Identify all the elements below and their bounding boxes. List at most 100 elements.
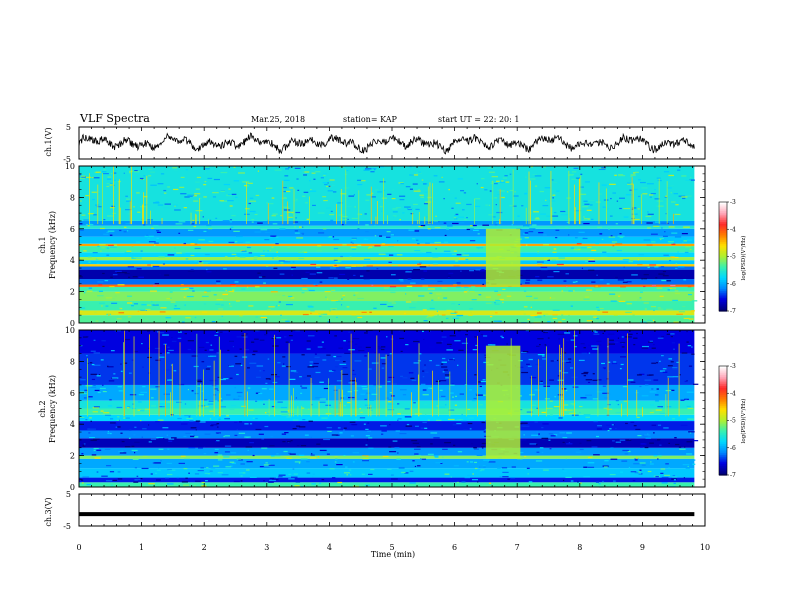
spectrogram-cell [588,199,595,202]
spectrogram-cell [414,249,421,252]
spectrogram-cell [348,469,352,471]
spectrogram-cell [264,425,269,428]
spectrogram-cell [570,367,574,369]
spectrogram-cell [472,224,477,227]
spectrogram-cell [289,453,296,455]
spectrogram-cell [544,331,549,333]
spectrogram-cell [150,405,157,407]
spectrogram-cell [117,471,121,473]
spectrogram-cell [429,307,435,310]
spectrogram-cell [293,200,298,202]
spectrogram-cell [400,350,403,352]
spectrogram-cell [526,363,530,365]
spectrogram-cell [402,394,407,396]
spectrogram-cell [111,302,118,304]
spectrogram-cell [438,398,446,400]
spectrogram-cell [180,193,187,195]
spectrogram-cell [461,209,465,211]
spectrogram-cell [305,271,310,273]
spectrogram-cell [191,223,195,225]
spectrogram-cell [98,284,103,286]
spectrogram-cell [223,435,225,438]
spectrogram-cell [146,219,153,221]
spectrogram-cell [155,421,160,423]
spectrogram-cell [264,250,268,252]
spectrogram-cell [290,370,297,372]
spectrogram-cell [133,303,138,305]
spectrogram-cell [568,290,574,292]
spectrogram-cell [644,485,647,487]
spectrogram-cell [421,179,424,181]
spectrogram-cell [310,168,314,171]
spectrogram-cell [274,376,280,378]
spectrogram-cell [457,364,459,366]
spectrogram-cell [107,176,112,178]
spectrogram-cell [625,194,633,196]
spectrogram-cell [196,176,201,179]
spectrogram-band [79,477,695,483]
spectrogram-cell [657,337,664,339]
spectrogram-cell [599,307,604,310]
spectrogram-cell [370,171,375,173]
spectrogram-cell [127,316,132,318]
spectrogram-cell [238,432,246,434]
spectrogram-cell [374,224,376,227]
spectrogram-cell [415,252,423,254]
spectrogram-cell [124,446,131,448]
spectrogram-cell [539,447,544,449]
spectrogram-cell [519,395,522,397]
spectrogram-band [79,310,695,316]
spectrogram-cell [352,369,355,372]
spectrogram-cell [686,380,688,382]
colorbar-segment [719,301,727,305]
spectrogram-cell [536,407,539,409]
spectrogram-cell [216,280,221,282]
spectrogram-cell [427,221,431,223]
spectrogram-cell [641,464,646,466]
colorbar-segment [719,429,727,432]
spectrogram-cell [434,456,439,458]
spectrogram-cell [678,195,686,197]
spectrogram-cell [502,301,504,304]
spectrogram-cell [324,183,328,186]
spectrogram-cell [220,171,228,174]
spectrogram-cell [580,247,587,249]
spectrogram-cell [388,245,394,248]
spectrogram-cell [523,313,527,315]
spectrogram-cell [343,187,350,189]
spectrogram-cell [357,214,361,216]
spectrogram-cell [345,169,349,172]
spectrogram-cell [312,204,316,207]
spectrogram-cell [351,217,358,220]
spectrogram-cell [357,179,362,181]
spectrogram-cell [302,313,309,316]
colorbar-segment [719,202,727,205]
colorbar-tick-label: -7 [730,472,736,479]
spectrogram-cell [623,216,629,218]
spectrogram-cell [176,476,180,479]
spectrogram-cell [269,479,276,482]
spectrogram-cell [595,243,600,245]
spectrogram-cell [566,286,568,288]
spectrogram-cell [367,422,370,424]
spectrogram-cell [338,347,343,349]
spectrogram-cell [229,219,233,221]
spectrogram-cell [679,448,686,450]
spectrogram-cell [526,467,530,469]
spectrogram-cell [339,432,343,434]
spectrogram-cell [347,391,353,393]
spectrogram-cell [666,308,673,310]
spectrogram-cell [106,254,110,256]
spectrogram-cell [543,469,549,471]
spectrogram-cell [433,220,440,222]
colorbar-segment [719,427,727,431]
spectrogram-cell [574,237,578,239]
spectrogram-cell [174,209,181,211]
spectrogram-cell [337,202,343,204]
spectrogram-cell [541,451,544,454]
spectrogram-cell [397,452,399,454]
spectrogram-cell [362,455,369,457]
spectrogram-cell [188,447,196,449]
colorbar-segment [719,207,727,210]
